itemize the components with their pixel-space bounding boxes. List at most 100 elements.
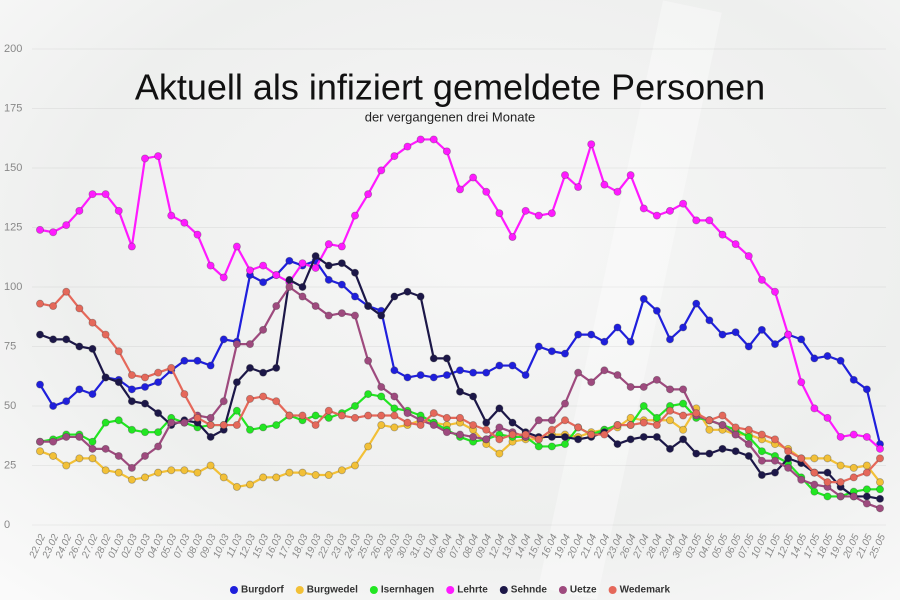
data-point: [442, 428, 451, 437]
data-point: [652, 432, 661, 441]
data-point: [364, 190, 373, 199]
data-point: [666, 385, 675, 394]
data-point: [285, 468, 294, 477]
data-point: [245, 266, 254, 275]
data-point: [705, 425, 714, 434]
data-point: [390, 152, 399, 161]
data-point: [876, 504, 885, 513]
data-point: [442, 147, 451, 156]
data-point: [639, 418, 648, 427]
data-point: [232, 378, 241, 387]
data-point: [626, 337, 635, 346]
data-point: [495, 361, 504, 370]
data-point: [259, 423, 268, 432]
data-point: [337, 242, 346, 251]
data-point: [600, 180, 609, 189]
data-point: [377, 411, 386, 420]
data-point: [75, 385, 84, 394]
data-point: [75, 454, 84, 463]
data-point: [272, 302, 281, 311]
y-tick-label: 50: [4, 400, 16, 412]
y-tick-label: 0: [4, 519, 10, 531]
data-point: [324, 275, 333, 284]
data-point: [731, 430, 740, 439]
data-point: [206, 361, 215, 370]
data-point: [455, 387, 464, 396]
data-point: [771, 435, 780, 444]
data-point: [442, 354, 451, 363]
data-point: [744, 432, 753, 441]
data-point: [862, 432, 871, 441]
data-point: [574, 423, 583, 432]
data-point: [101, 190, 110, 199]
data-point: [403, 409, 412, 418]
data-point: [403, 287, 412, 296]
data-point: [154, 428, 163, 437]
data-point: [561, 171, 570, 180]
data-point: [403, 418, 412, 427]
data-point: [862, 468, 871, 477]
data-point: [285, 411, 294, 420]
data-point: [482, 425, 491, 434]
data-point: [206, 461, 215, 470]
data-point: [652, 375, 661, 384]
data-point: [561, 349, 570, 358]
data-point: [245, 363, 254, 372]
data-point: [337, 466, 346, 475]
data-point: [455, 430, 464, 439]
data-point: [167, 418, 176, 427]
data-point: [272, 397, 281, 406]
data-point: [626, 421, 635, 430]
data-point: [219, 273, 228, 282]
legend-marker: [499, 586, 508, 594]
data-point: [49, 401, 58, 410]
y-tick-label: 75: [4, 340, 16, 352]
data-point: [232, 482, 241, 491]
data-point: [62, 397, 71, 406]
data-point: [324, 406, 333, 415]
data-point: [547, 442, 556, 451]
data-point: [613, 371, 622, 380]
data-point: [259, 278, 268, 287]
data-point: [652, 306, 661, 315]
data-point: [101, 330, 110, 339]
data-point: [797, 335, 806, 344]
data-point: [311, 411, 320, 420]
data-point: [744, 252, 753, 261]
data-point: [429, 354, 438, 363]
data-point: [350, 311, 359, 320]
data-point: [561, 440, 570, 449]
data-point: [154, 468, 163, 477]
data-point: [547, 347, 556, 356]
data-point: [823, 454, 832, 463]
data-point: [876, 454, 885, 463]
data-point: [600, 366, 609, 375]
data-point: [88, 437, 97, 446]
legend-marker: [229, 586, 238, 594]
legend: Burgdorf Burgwedel Isernhagen Lehrte Sehnde U…: [229, 585, 670, 596]
data-point: [771, 340, 780, 349]
data-point: [823, 413, 832, 422]
data-point: [718, 330, 727, 339]
data-point: [390, 292, 399, 301]
legend-marker: [295, 586, 304, 594]
data-point: [114, 206, 123, 215]
legend-marker: [369, 586, 378, 594]
data-point: [731, 328, 740, 337]
data-point: [534, 211, 543, 220]
data-point: [114, 468, 123, 477]
data-point: [626, 435, 635, 444]
data-point: [547, 432, 556, 441]
data-point: [154, 442, 163, 451]
data-point: [429, 373, 438, 382]
data-point: [101, 466, 110, 475]
data-point: [718, 411, 727, 420]
data-point: [521, 206, 530, 215]
data-point: [245, 394, 254, 403]
data-point: [88, 390, 97, 399]
data-point: [731, 423, 740, 432]
data-point: [75, 432, 84, 441]
data-point: [350, 268, 359, 277]
data-point: [508, 361, 517, 370]
data-point: [876, 485, 885, 494]
